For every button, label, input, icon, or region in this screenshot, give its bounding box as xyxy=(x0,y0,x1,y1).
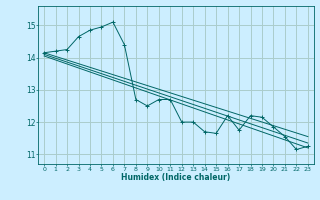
X-axis label: Humidex (Indice chaleur): Humidex (Indice chaleur) xyxy=(121,173,231,182)
